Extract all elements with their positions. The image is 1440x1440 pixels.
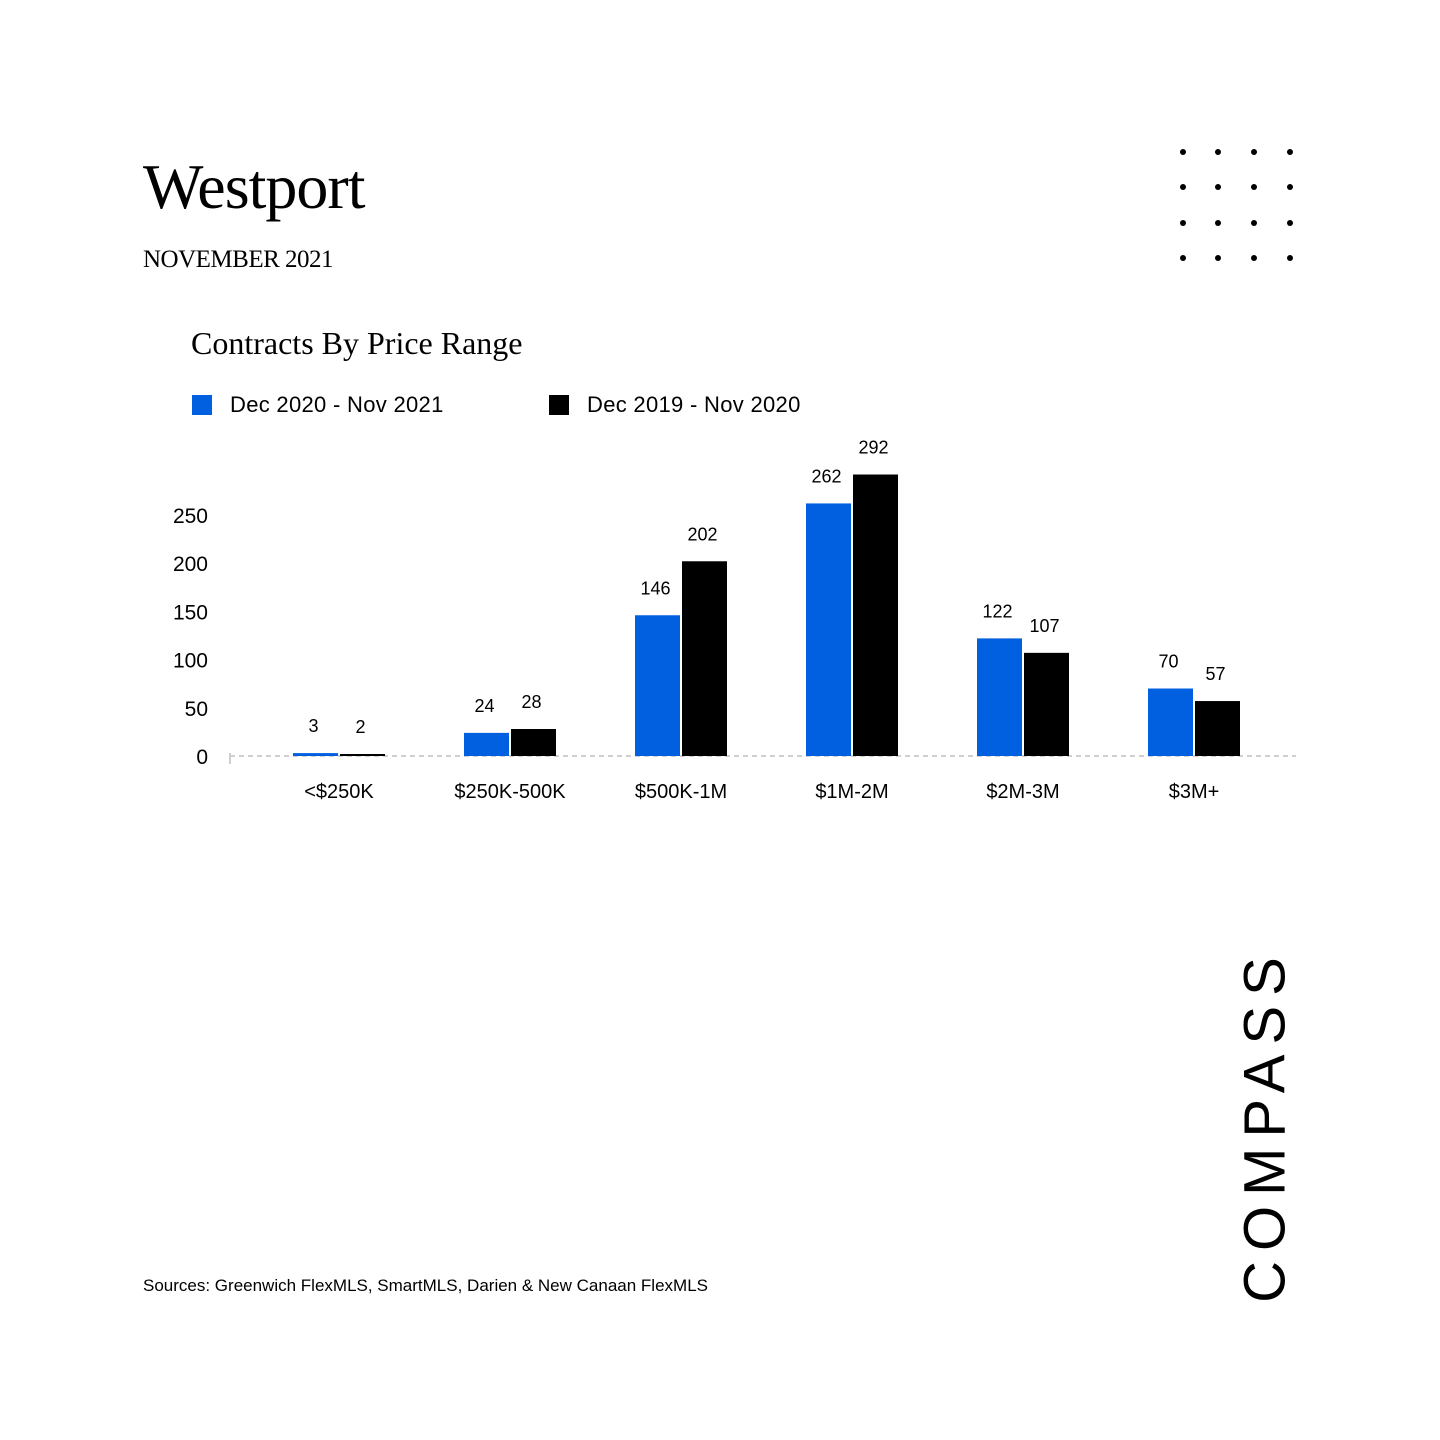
- dot-grid-decoration: [1180, 149, 1293, 261]
- x-tick-label: $2M-3M: [986, 781, 1059, 803]
- data-label: 28: [521, 692, 541, 712]
- bar: [977, 638, 1022, 756]
- data-label: 2: [355, 717, 365, 737]
- chart-legend: Dec 2020 - Nov 2021 Dec 2019 - Nov 2020: [192, 392, 992, 420]
- legend-label-previous: Dec 2019 - Nov 2020: [587, 392, 801, 417]
- y-tick-label: 100: [173, 650, 208, 673]
- x-tick-label: $500K-1M: [635, 781, 727, 803]
- bar: [806, 503, 851, 756]
- data-label: 57: [1205, 664, 1225, 684]
- legend-item-previous: Dec 2019 - Nov 2020: [549, 392, 801, 418]
- legend-label-current: Dec 2020 - Nov 2021: [230, 392, 444, 417]
- bar: [464, 732, 509, 756]
- data-label: 122: [982, 601, 1012, 621]
- legend-swatch-current: [192, 395, 212, 415]
- bar: [1148, 688, 1193, 756]
- data-label: 146: [640, 578, 670, 598]
- data-label: 292: [858, 438, 888, 458]
- bar: [853, 474, 898, 756]
- y-tick-label: 150: [173, 601, 208, 624]
- chart-title: Contracts By Price Range: [191, 325, 523, 361]
- bar-chart: 0 50 100 150 200 250 <$250K 3 2 $250K-500K 24 28 $50…: [173, 438, 1296, 803]
- y-tick-label: 200: [173, 553, 208, 576]
- data-label: 107: [1029, 616, 1059, 636]
- legend-item-current: Dec 2020 - Nov 2021: [192, 392, 444, 418]
- data-label: 3: [308, 716, 318, 736]
- bar: [511, 729, 556, 756]
- y-tick-label: 250: [173, 505, 208, 528]
- x-tick-label: $1M-2M: [815, 781, 888, 803]
- page-title: Westport: [143, 151, 365, 222]
- bar: [293, 753, 338, 756]
- compass-logo-text: COMPASS: [1232, 947, 1298, 1303]
- data-label: 24: [474, 696, 494, 716]
- page-subtitle: NOVEMBER 2021: [143, 246, 334, 273]
- bar: [1195, 701, 1240, 756]
- source-note: Sources: Greenwich FlexMLS, SmartMLS, Da…: [143, 1276, 708, 1295]
- bar: [340, 754, 385, 756]
- data-label: 202: [687, 524, 717, 544]
- x-tick-label: <$250K: [304, 781, 374, 803]
- x-tick-label: $3M+: [1169, 781, 1220, 803]
- data-label: 70: [1158, 652, 1178, 672]
- y-tick-label: 50: [185, 698, 208, 721]
- x-tick-label: $250K-500K: [454, 781, 566, 803]
- bar: [682, 561, 727, 756]
- y-tick-label: 0: [196, 746, 208, 769]
- legend-swatch-previous: [549, 395, 569, 415]
- bar: [1024, 652, 1069, 756]
- bar: [635, 615, 680, 756]
- data-label: 262: [811, 466, 841, 486]
